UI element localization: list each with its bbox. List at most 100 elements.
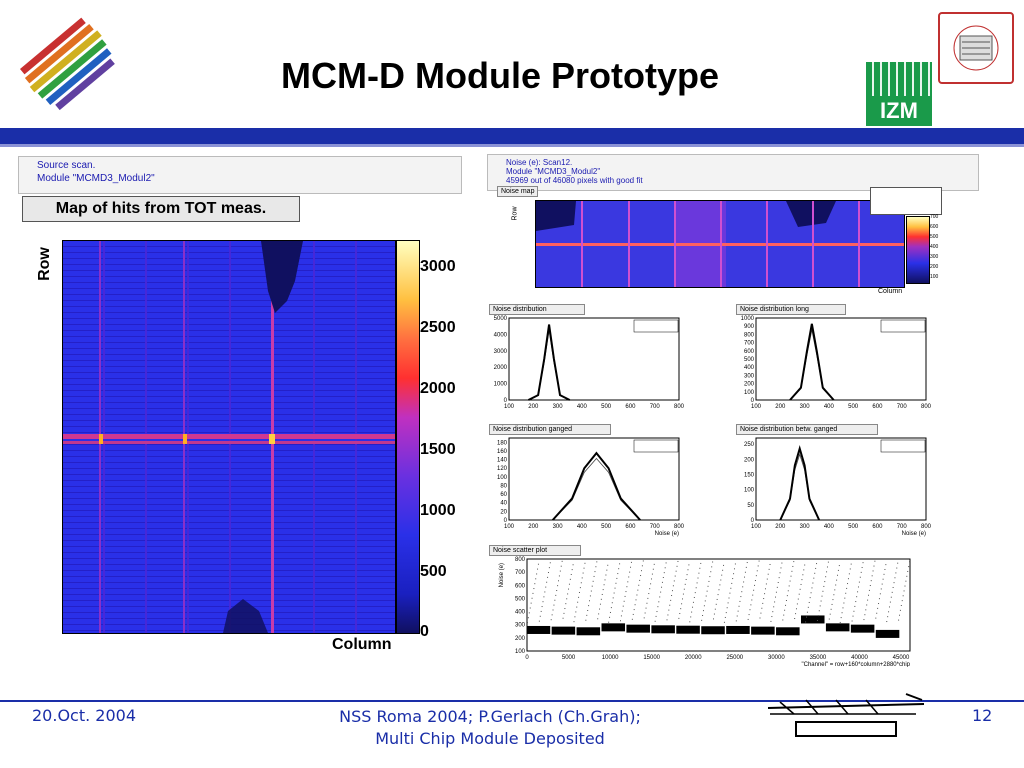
scatter-point (742, 586, 744, 588)
fit-curve (551, 451, 641, 521)
scatter-point (858, 581, 860, 583)
scatter-point (721, 574, 723, 576)
nm-tick: 100 (930, 274, 939, 280)
scatter-point (780, 567, 782, 569)
noise-chart-title: Noise distribution (489, 304, 585, 315)
scatter-band (776, 627, 800, 636)
scatter-point (889, 601, 891, 603)
scatter-point (741, 591, 743, 593)
izm-logo-text: IZM (880, 98, 918, 123)
scatter-point (582, 572, 584, 574)
scatter-point (661, 586, 663, 588)
scatter-point (660, 591, 662, 593)
scatter-point (797, 598, 799, 600)
noise-chart-title: Noise distribution betw. ganged (736, 424, 878, 435)
scatter-point (790, 575, 792, 577)
scatter-point (632, 613, 634, 615)
scatter-point (562, 617, 564, 619)
noise-chart-svg: 100 200 300 400 500 600 700 800 0 1000 2000 3000 400… (494, 316, 685, 410)
x-tick-label: 700 (650, 404, 661, 410)
scatter-point (879, 593, 881, 595)
noise-chart-svg: 0 5000 10000 15000 20000 25000 30000 35000 40000… (499, 557, 911, 667)
hit-map-title: Map of hits from TOT meas. (22, 196, 300, 222)
x-tick-label: 100 (751, 524, 762, 530)
scatter-point (844, 597, 846, 599)
left-info-box: Source scan. Module "MCMD3_Modul2" (18, 156, 462, 194)
scatter-point (717, 594, 719, 596)
scatter-point (676, 565, 678, 567)
noise-chart-title: Noise scatter plot (489, 545, 581, 556)
scatter-point (753, 589, 755, 591)
x-tick-label: 400 (577, 524, 588, 530)
x-tick-label: 600 (625, 524, 636, 530)
scatter-point (860, 571, 862, 573)
scatter-band (601, 623, 626, 632)
scatter-point (904, 585, 906, 587)
scatter-point (726, 607, 728, 609)
hit-map-ylabel: Row (35, 247, 53, 281)
scatter-point (589, 595, 591, 597)
scatter-point (723, 564, 725, 566)
scatter-point (662, 577, 664, 579)
scatter-point (821, 595, 823, 597)
scatter-point (630, 566, 632, 568)
noise-map-ylabel: Row (511, 206, 519, 221)
scatter-point (687, 569, 689, 571)
noise-map-plot (535, 200, 905, 288)
nm-tick: 600 (930, 224, 939, 230)
x-tick-label: 400 (824, 524, 835, 530)
x-axis-label: "Channel" = row+160*column+2880*chip (801, 662, 910, 667)
scatter-point (837, 574, 839, 576)
x-tick-label: 400 (577, 404, 588, 410)
scatter-point (637, 589, 639, 591)
scatter-point (578, 596, 580, 598)
scatter-point (601, 593, 603, 595)
scatter-point (624, 595, 626, 597)
scatter-point (560, 565, 562, 567)
scatter-point (738, 605, 740, 607)
scatter-point (739, 600, 741, 602)
scatter-point (831, 603, 833, 605)
scatter-point (544, 591, 546, 593)
scatter-point (760, 612, 762, 614)
noise-chart-2: Noise distribution ganged 100 200 300 400 500… (487, 424, 709, 542)
x-tick-label: 5000 (562, 655, 576, 661)
scatter-point (675, 570, 677, 572)
footer-date: 20.Oct. 2004 (32, 706, 136, 725)
scatter-point (899, 609, 901, 611)
scatter-point (689, 621, 691, 623)
scatter-point (552, 609, 554, 611)
scatter-point (671, 590, 673, 592)
x-tick-label: 35000 (810, 655, 827, 661)
scatter-point (652, 568, 654, 570)
scatter-point (736, 615, 738, 617)
x-tick-label: 700 (897, 524, 908, 530)
scatter-point (764, 593, 766, 595)
scatter-point (711, 566, 713, 568)
scatter-point (903, 590, 905, 592)
fit-curve (789, 323, 835, 401)
y-tick-label: 20 (500, 509, 507, 515)
scatter-point (576, 606, 578, 608)
scatter-point (791, 570, 793, 572)
scatter-point (654, 620, 656, 622)
scatter-point (566, 598, 568, 600)
footer-citation-line2: Multi Chip Module Deposited (375, 729, 605, 748)
scatter-point (628, 576, 630, 578)
scatter-point (827, 561, 829, 563)
scatter-point (590, 590, 592, 592)
x-tick-label: 30000 (768, 655, 785, 661)
scatter-point (874, 560, 876, 562)
y-tick-label: 0 (751, 518, 755, 524)
scatter-point (538, 620, 540, 622)
y-tick-label: 0 (751, 398, 755, 404)
y-tick-label: 700 (515, 570, 526, 576)
scatter-point (744, 576, 746, 578)
scatter-point (902, 595, 904, 597)
scatter-point (644, 612, 646, 614)
scatter-point (570, 573, 572, 575)
scatter-point (581, 577, 583, 579)
scatter-point (826, 571, 828, 573)
scatter-point (731, 582, 733, 584)
scatter-point (795, 608, 797, 610)
